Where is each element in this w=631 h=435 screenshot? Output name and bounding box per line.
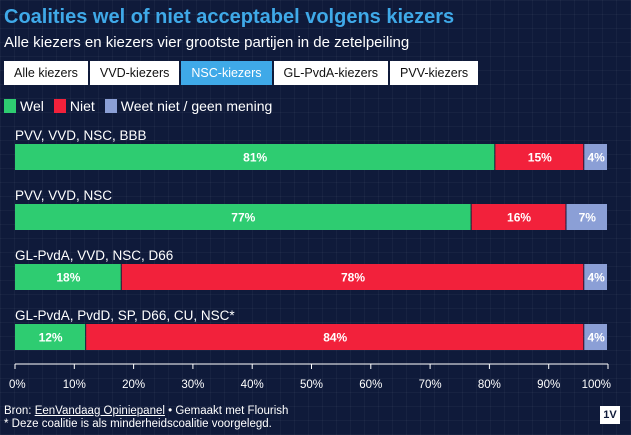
data-label: 78%: [341, 271, 365, 285]
bar-segment: [15, 264, 121, 290]
data-label: 4%: [587, 331, 605, 345]
data-label: 7%: [579, 211, 597, 225]
source-link[interactable]: EenVandaag Opiniepanel: [34, 405, 165, 417]
bar-segment: [566, 204, 607, 230]
legend-label-niet: Niet: [69, 98, 95, 114]
legend-label-wel: Wel: [20, 98, 44, 114]
x-tick-label: 70%: [419, 379, 442, 391]
bar-segment: [15, 204, 471, 230]
source-prefix: Bron:: [4, 405, 35, 417]
legend-item-wel[interactable]: Wel: [4, 98, 44, 114]
tab-alle-kiezers[interactable]: Alle kiezers: [4, 61, 88, 85]
legend-swatch-niet: [53, 99, 66, 113]
data-label: 81%: [243, 151, 267, 165]
bar-segment: [121, 264, 584, 290]
data-label: 15%: [528, 151, 552, 165]
category-label: PVV, VVD, NSC, BBB: [15, 128, 147, 143]
category-label: PVV, VVD, NSC: [15, 188, 112, 203]
data-label: 4%: [587, 271, 605, 285]
x-tick-label: 50%: [300, 379, 323, 391]
stacked-bar-chart: PVV, VVD, NSC, BBB 81% 15% 4% PVV, VVD, NSC 7…: [9, 128, 611, 391]
bar-segment: [495, 144, 584, 170]
data-label: 18%: [56, 271, 80, 285]
legend-swatch-weet-niet: [104, 99, 117, 113]
data-label: 4%: [587, 151, 605, 165]
data-label: 12%: [39, 331, 63, 345]
bar-segment: [471, 204, 566, 230]
eenvandaag-logo: 1V: [600, 406, 620, 424]
chart-legend: Wel Niet Weet niet / geen mening: [4, 98, 282, 114]
legend-item-weet-niet[interactable]: Weet niet / geen mening: [104, 98, 273, 114]
bar-segment: [15, 144, 495, 170]
source-line: Bron: EenVandaag Opiniepanel • Gemaakt m…: [4, 405, 288, 418]
category-label: GL-PvdA, PvdD, SP, D66, CU, NSC*: [15, 308, 235, 323]
legend-swatch-wel: [4, 99, 16, 113]
bar-segment: [584, 264, 607, 290]
tab-gl-pvda-kiezers[interactable]: GL-PvdA-kiezers: [273, 61, 389, 85]
x-tick-label: 100%: [582, 379, 611, 391]
x-tick-label: 60%: [359, 379, 382, 391]
data-label: 77%: [231, 211, 255, 225]
x-tick-label: 10%: [63, 379, 86, 391]
bar-segment: [584, 324, 607, 350]
x-tick-label: 90%: [537, 379, 560, 391]
x-tick-label: 20%: [122, 379, 145, 391]
x-tick-label: 30%: [181, 379, 204, 391]
x-tick-label: 80%: [478, 379, 501, 391]
bar-segment: [15, 324, 86, 350]
x-tick-label: 40%: [241, 379, 264, 391]
tab-nsc-kiezers[interactable]: NSC-kiezers: [181, 61, 272, 85]
chart-title: Coalities wel of niet acceptabel volgens…: [4, 6, 455, 28]
data-label: 84%: [323, 331, 347, 345]
source-suffix: • Gemaakt met Flourish: [164, 405, 289, 417]
tab-vvd-kiezers[interactable]: VVD-kiezers: [89, 61, 180, 85]
data-label: 16%: [507, 211, 531, 225]
chart-footer: Bron: EenVandaag Opiniepanel • Gemaakt m…: [4, 405, 288, 431]
x-tick-label: 0%: [9, 379, 26, 391]
tab-pvv-kiezers[interactable]: PVV-kiezers: [390, 61, 479, 85]
filter-tabs: Alle kiezers VVD-kiezers NSC-kiezers GL-…: [4, 61, 479, 85]
footnote: * Deze coalitie is als minderheidscoalit…: [4, 418, 272, 430]
bar-segment: [86, 324, 584, 350]
category-label: GL-PvdA, VVD, NSC, D66: [15, 248, 173, 263]
legend-item-niet[interactable]: Niet: [53, 98, 95, 114]
legend-label-weet-niet: Weet niet / geen mening: [120, 98, 273, 114]
bar-segment: [584, 144, 607, 170]
chart-subtitle: Alle kiezers en kiezers vier grootste pa…: [4, 34, 410, 51]
